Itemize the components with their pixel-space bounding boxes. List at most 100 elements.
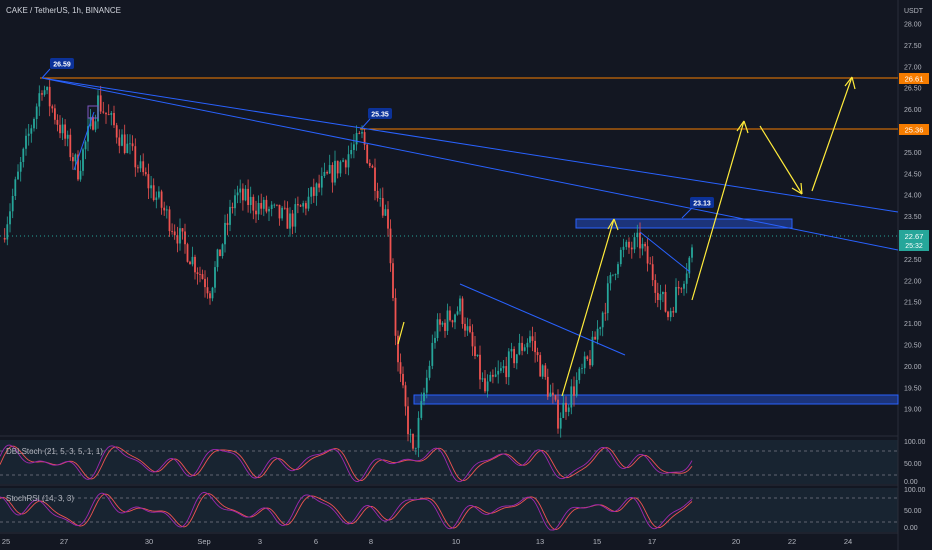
candle-body — [64, 124, 66, 139]
candle-body — [94, 121, 97, 130]
price-tick-label: 23.50 — [904, 214, 922, 221]
candle-body — [152, 185, 155, 200]
candle-body — [27, 133, 30, 136]
candle-body — [239, 188, 242, 193]
candle-body — [441, 322, 444, 325]
candle-body — [118, 137, 121, 146]
stochrsi-tick-50: 50.00 — [904, 508, 922, 515]
candle-body — [310, 187, 313, 197]
candle-body — [302, 203, 305, 207]
trendline-primary[interactable] — [41, 77, 899, 251]
candle-body — [614, 274, 617, 275]
candle-body — [409, 433, 412, 435]
candle-body — [11, 196, 14, 212]
candle-body — [404, 385, 407, 407]
candle-body — [286, 207, 289, 229]
candle-body — [394, 297, 397, 336]
candle-body — [513, 349, 515, 364]
candle-body — [557, 399, 559, 429]
dblstoch-tick-0: 0.00 — [904, 479, 918, 486]
price-axis[interactable]: 28.0027.5027.0026.5026.0025.5025.0024.50… — [904, 22, 922, 414]
tag-2-box[interactable] — [368, 108, 392, 119]
candle-body — [494, 374, 497, 377]
time-axis[interactable]: 25 27 30 Sep 3 6 8 10 13 15 17 20 22 24 — [2, 537, 852, 546]
resistance-zone[interactable] — [575, 218, 793, 229]
candle-body — [594, 336, 596, 340]
arrow-small[interactable] — [397, 321, 405, 345]
candle-body — [14, 179, 17, 196]
arrow-projection-final[interactable] — [811, 76, 853, 192]
candle-body — [92, 117, 94, 130]
candle-body — [129, 143, 131, 145]
level-badge-25-36-text: 25.36 — [905, 126, 924, 135]
arrow-projection-down-head — [791, 182, 803, 195]
candle-body — [134, 146, 137, 168]
level-badge-25-36 — [899, 124, 929, 135]
arrow-rally[interactable] — [561, 218, 615, 397]
candle-body — [244, 188, 247, 201]
time-tick-label: 10 — [452, 537, 460, 546]
candle-body — [323, 172, 326, 176]
candle-body — [505, 366, 508, 378]
price-tick-label: 25.00 — [904, 150, 922, 157]
candle-body — [163, 207, 166, 211]
dblstoch-label: DBLStoch (21, 5, 3, 5, 1, 1) — [6, 447, 103, 456]
candle-body — [669, 311, 672, 318]
time-tick-label: 3 — [258, 537, 262, 546]
candle-body — [199, 274, 201, 275]
tags-layer: 26.59 25.35 23.13 — [41, 58, 714, 219]
trendline-descending[interactable] — [459, 283, 626, 356]
candle-body — [255, 210, 257, 215]
arrow-projection-down[interactable] — [759, 125, 803, 195]
stochrsi-k-line — [0, 491, 693, 531]
candle-body — [606, 283, 609, 314]
candle-body — [444, 322, 446, 331]
candle-body — [171, 231, 173, 232]
candle-body — [289, 213, 291, 229]
candle-body — [425, 377, 428, 393]
levels-layer — [0, 77, 898, 237]
candle-body — [297, 204, 299, 206]
candle-body — [168, 209, 171, 232]
trendline-early-up[interactable] — [73, 111, 95, 171]
candle-body — [492, 374, 494, 377]
candle-body — [434, 337, 436, 343]
candle-body — [66, 134, 69, 139]
candle-body — [299, 205, 302, 207]
candle-body — [439, 319, 441, 325]
stochrsi-tick-100: 100.00 — [904, 487, 926, 494]
time-tick-label: 20 — [732, 537, 740, 546]
candle-body — [242, 188, 244, 201]
dblstoch-pane-bg — [0, 440, 898, 484]
tag-3-box[interactable] — [690, 197, 714, 208]
candle-body — [25, 135, 27, 149]
trendline-secondary[interactable] — [41, 77, 899, 213]
candle-body — [137, 167, 139, 169]
candle-body — [469, 326, 471, 333]
support-zone[interactable] — [413, 394, 899, 405]
candle-body — [186, 244, 189, 262]
trendline-pullback[interactable] — [639, 231, 691, 273]
candle-body — [539, 355, 542, 377]
candle-body — [521, 342, 523, 351]
tag-1-box[interactable] — [50, 58, 74, 69]
arrow-projection-up[interactable] — [691, 120, 745, 301]
candle-body — [72, 157, 74, 162]
candle-body — [596, 328, 599, 340]
candle-body — [644, 243, 646, 247]
candle-body — [150, 185, 152, 189]
candle-body — [113, 113, 115, 126]
candle-body — [147, 174, 150, 189]
candle-body — [484, 378, 486, 392]
candle-body — [51, 106, 54, 109]
candle-body — [262, 199, 265, 209]
candle-body — [471, 332, 474, 347]
candle-body — [625, 241, 628, 247]
candle-body — [126, 143, 129, 153]
candle-body — [84, 141, 87, 150]
candle-body — [599, 327, 602, 329]
candle-body — [636, 232, 639, 238]
candle-body — [683, 283, 685, 289]
